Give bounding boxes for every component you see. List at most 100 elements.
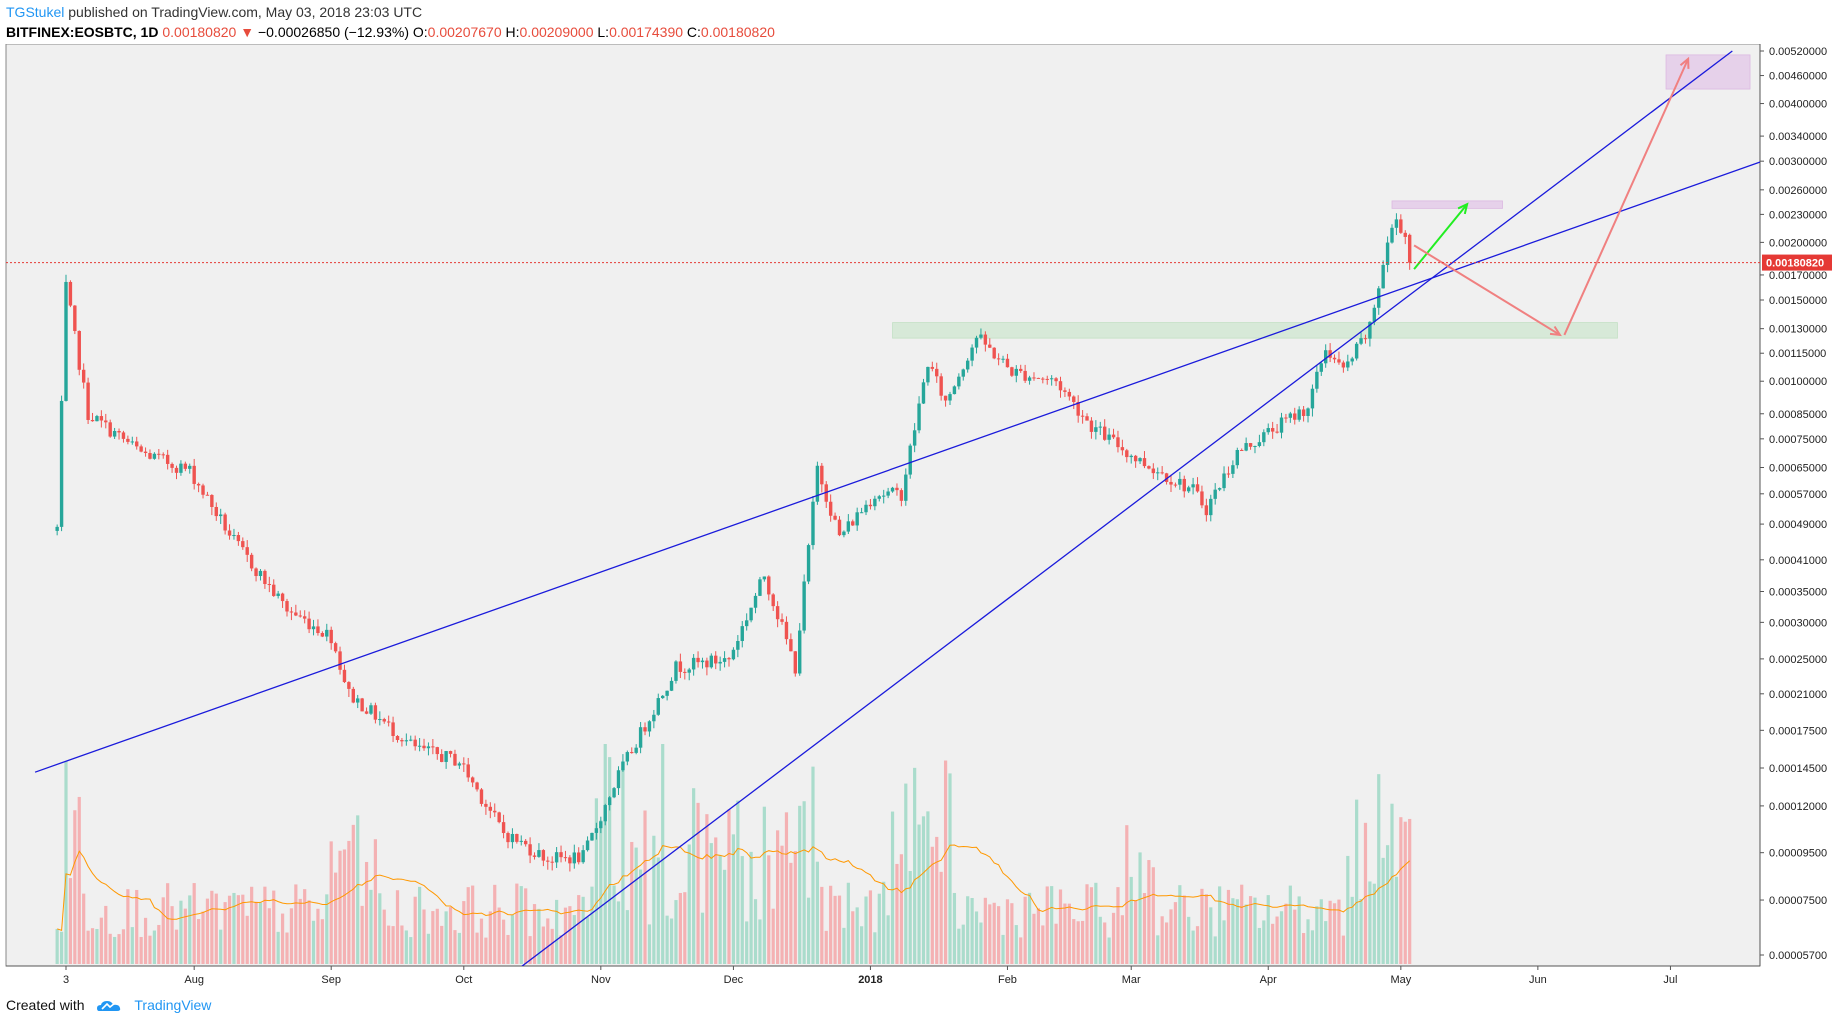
candle [625, 750, 630, 766]
candle [382, 717, 386, 724]
candle-body [139, 446, 143, 452]
volume-bar [696, 802, 700, 964]
candle [678, 653, 683, 679]
low-value: 0.00174390 [609, 24, 684, 40]
price-tick-label: 0.00150000 [1769, 295, 1827, 307]
time-tick-label: Feb [998, 974, 1017, 986]
candle-body [979, 334, 983, 338]
candle-body [577, 852, 581, 863]
candle [652, 709, 656, 729]
candle [687, 667, 691, 681]
candle-body [939, 376, 943, 396]
volume-bar [842, 927, 846, 964]
candle [921, 378, 926, 405]
candle [515, 833, 519, 844]
candle [846, 514, 851, 534]
volume-bar [1164, 922, 1169, 964]
volume-bar [674, 900, 678, 964]
high-value: 0.00209000 [519, 24, 594, 40]
candle-body [683, 671, 687, 673]
volume-bar [1363, 822, 1368, 964]
candle [1045, 375, 1049, 385]
candle [546, 856, 550, 870]
volume-bar [382, 909, 386, 964]
candle [90, 412, 95, 422]
volume-bar [214, 893, 218, 964]
volume-bar [519, 886, 523, 964]
candle [1222, 466, 1226, 492]
candle-body [855, 512, 859, 526]
candle-body [581, 850, 585, 863]
volume-bar [1107, 937, 1111, 964]
volume-bar [378, 893, 382, 964]
candle-body [501, 822, 506, 834]
candle-body [258, 570, 263, 577]
candle [851, 519, 855, 526]
volume-bar [532, 904, 537, 964]
volume-bar [815, 861, 819, 964]
time-tick-label: Jul [1663, 974, 1677, 986]
candle [1049, 375, 1054, 386]
candle [493, 803, 497, 817]
price-chart[interactable]: 0.00520000 0.00460000 0.00400000 0.00340000… [0, 44, 1836, 988]
candle-body [135, 441, 139, 447]
candle [1394, 213, 1399, 236]
volume-bar [1005, 899, 1010, 964]
candle [263, 569, 267, 589]
volume-bar [1288, 885, 1292, 964]
candle [356, 694, 360, 709]
candle-body [1076, 402, 1080, 416]
candle [952, 385, 957, 395]
candle [157, 449, 161, 460]
candle [700, 657, 705, 669]
candle [559, 845, 563, 863]
candle-body [1328, 350, 1332, 358]
candle-body [236, 535, 241, 542]
volume-bar [1394, 876, 1399, 964]
candle [391, 716, 395, 743]
candle-body [457, 763, 462, 766]
candle [1200, 485, 1204, 509]
candle [245, 540, 249, 562]
candle-body [364, 711, 369, 714]
volume-bar [762, 806, 766, 964]
publish-line: TGStukel published on TradingView.com, M… [6, 2, 1826, 22]
volume-bar [99, 917, 103, 964]
volume-bar [1310, 930, 1315, 964]
candle-body [1032, 377, 1036, 379]
candle-body [488, 806, 493, 811]
candle-body [992, 347, 996, 359]
candle [497, 811, 501, 824]
candle-body [864, 504, 868, 513]
candle [104, 413, 108, 429]
candle-body [643, 727, 647, 732]
candle [329, 626, 333, 650]
volume-bar [1368, 881, 1372, 964]
volume-bar [811, 766, 815, 964]
candle-body [661, 695, 665, 699]
candle-body [563, 857, 568, 859]
volume-bar [197, 919, 201, 964]
author-link[interactable]: TGStukel [6, 4, 65, 20]
candle [882, 489, 886, 504]
volume-bar [1200, 888, 1204, 964]
candle [294, 604, 298, 617]
volume-bar [435, 908, 439, 964]
candle-body [232, 535, 236, 537]
volume-bar [1156, 935, 1160, 964]
candle-body [1279, 417, 1284, 433]
candle-body [1297, 409, 1301, 420]
volume-bar [497, 907, 501, 964]
candle-body [983, 334, 988, 345]
candle-body [382, 719, 386, 722]
volume-bar [1284, 903, 1288, 964]
candle [727, 657, 731, 667]
candle [957, 373, 961, 390]
volume-bar [135, 889, 139, 964]
candle [674, 660, 678, 684]
volume-bar [541, 926, 545, 964]
candle-body [824, 484, 828, 502]
candle [413, 735, 417, 751]
tradingview-link[interactable]: TradingView [134, 997, 212, 1013]
volume-bar [1027, 892, 1032, 964]
